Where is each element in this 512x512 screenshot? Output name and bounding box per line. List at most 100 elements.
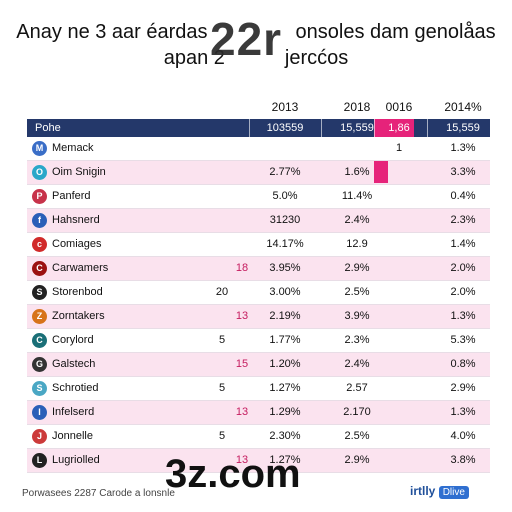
row-value-3: 5.3%	[450, 334, 476, 346]
row-value-3: 1.4%	[450, 238, 476, 250]
column-header-2: 0016	[385, 100, 413, 114]
highlight-cell	[374, 161, 388, 183]
row-name: Galstech	[52, 358, 96, 370]
row-value-0: 1.77%	[269, 334, 301, 346]
row-name: Panferd	[52, 190, 91, 202]
header-value-3: 15,559	[446, 122, 480, 134]
table-row: M Memack 1 1.3%	[27, 137, 490, 161]
company-logo-icon: c	[32, 237, 47, 252]
data-table: Pohe 103559 15,559 1,86 15,559 M Memack 1 1.3%…	[27, 119, 490, 473]
row-value-0: 1.27%	[269, 382, 301, 394]
row-name: Comiages	[52, 238, 102, 250]
row-value-0: 14.17%	[266, 238, 304, 250]
header-value-0: 103559	[266, 122, 304, 134]
company-logo-icon: M	[32, 141, 47, 156]
row-value-3: 0.4%	[450, 190, 476, 202]
company-logo-icon: S	[32, 381, 47, 396]
row-rank-number: 5	[218, 430, 226, 442]
row-value-1: 2.5%	[344, 286, 370, 298]
row-value-1: 2.57	[346, 382, 368, 394]
header-separator	[321, 119, 322, 137]
row-name: Corylord	[52, 334, 94, 346]
table-row: c Comiages 14.17% 12.9 1.4%	[27, 233, 490, 257]
header-value-1: 15,559	[340, 122, 374, 134]
chart-title-line1: Anay ne 3 aar éardas onsoles dam genolåas	[16, 21, 496, 43]
row-rank-number: 13	[235, 454, 249, 466]
table-row: C Carwamers 18 3.95% 2.9% 2.0%	[27, 257, 490, 281]
column-header-1: 2018	[343, 100, 371, 114]
table-row: O Oim Snigin 2.77% 1.6% 3.3%	[27, 161, 490, 185]
company-logo-icon: f	[32, 213, 47, 228]
row-name: Infelserd	[52, 406, 95, 418]
row-value-3: 2.3%	[450, 214, 476, 226]
row-value-3: 1.3%	[450, 310, 476, 322]
row-rank-number: 5	[218, 382, 226, 394]
footer-brand: irtlly Dlive	[410, 484, 469, 499]
row-value-0: 5.0%	[272, 190, 298, 202]
row-name: Jonnelle	[52, 430, 93, 442]
company-logo-icon: S	[32, 285, 47, 300]
header-separator	[374, 119, 375, 137]
row-value-1: 2.3%	[344, 334, 370, 346]
row-value-1: 2.9%	[344, 262, 370, 274]
row-name: Carwamers	[52, 262, 109, 274]
chart-title-line2: apan 2 jercćos	[163, 47, 349, 69]
row-value-1: 2.170	[343, 406, 371, 418]
row-value-1: 1.6%	[344, 166, 370, 178]
row-name: Hahsnerd	[52, 214, 100, 226]
brand-logo-text: irtlly	[410, 484, 436, 498]
header-highlight	[374, 119, 414, 137]
company-logo-icon: O	[32, 165, 47, 180]
title-watermark: 22r	[210, 13, 283, 65]
header-separator	[427, 119, 428, 137]
header-label: Pohe	[35, 122, 61, 134]
row-value-0: 3.95%	[269, 262, 301, 274]
row-value-1: 12.9	[346, 238, 368, 250]
company-logo-icon: P	[32, 189, 47, 204]
company-logo-icon: I	[32, 405, 47, 420]
footer-source-note: Porwasees 2287 Carode a lonsnle	[22, 488, 175, 499]
table-row: Z Zorntakers 13 2.19% 3.9% 1.3%	[27, 305, 490, 329]
company-logo-icon: Z	[32, 309, 47, 324]
row-value-0: 1.29%	[269, 406, 301, 418]
row-value-1: 2.5%	[344, 430, 370, 442]
row-value-3: 4.0%	[450, 430, 476, 442]
row-name: Lugriolled	[52, 454, 100, 466]
company-logo-icon: L	[32, 453, 47, 468]
table-row: f Hahsnerd 31230 2.4% 2.3%	[27, 209, 490, 233]
company-logo-icon: C	[32, 333, 47, 348]
table-header-row: Pohe 103559 15,559 1,86 15,559	[27, 119, 490, 137]
row-rank-number: 13	[235, 310, 249, 322]
row-value-0: 1.27%	[269, 454, 301, 466]
row-value-2: 1	[395, 142, 403, 154]
footer-watermark: 3z.com	[165, 452, 301, 496]
table-row: J Jonnelle 5 2.30% 2.5% 4.0%	[27, 425, 490, 449]
row-rank-number: 18	[235, 262, 249, 274]
row-name: Zorntakers	[52, 310, 105, 322]
row-value-1: 11.4%	[341, 190, 373, 202]
row-rank-number: 5	[218, 334, 226, 346]
row-value-3: 3.8%	[450, 454, 476, 466]
row-name: Schrotied	[52, 382, 99, 394]
header-separator	[249, 119, 250, 137]
row-value-1: 2.4%	[344, 214, 370, 226]
row-rank-number: 13	[235, 406, 249, 418]
table-row: S Storenbod 20 3.00% 2.5% 2.0%	[27, 281, 490, 305]
column-header-0: 2013	[271, 100, 299, 114]
row-value-3: 0.8%	[450, 358, 476, 370]
row-value-3: 2.9%	[450, 382, 476, 394]
row-value-3: 1.3%	[450, 142, 476, 154]
row-value-0: 2.77%	[269, 166, 301, 178]
column-header-3: 2014%	[444, 100, 482, 114]
company-logo-icon: G	[32, 357, 47, 372]
table-row: P Panferd 5.0% 11.4% 0.4%	[27, 185, 490, 209]
table-row: L Lugriolled 13 1.27% 2.9% 3.8%	[27, 449, 490, 473]
row-value-3: 1.3%	[450, 406, 476, 418]
row-value-0: 1.20%	[269, 358, 301, 370]
row-value-3: 2.0%	[450, 286, 476, 298]
row-value-1: 2.4%	[344, 358, 370, 370]
row-rank-number: 15	[235, 358, 249, 370]
brand-chip: Dlive	[438, 486, 469, 499]
table-row: G Galstech 15 1.20% 2.4% 0.8%	[27, 353, 490, 377]
table-row: C Corylord 5 1.77% 2.3% 5.3%	[27, 329, 490, 353]
